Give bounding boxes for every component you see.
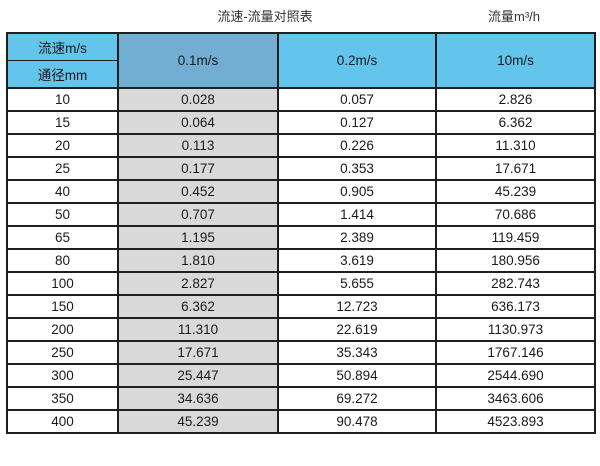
table-row: 65 1.195 2.389 119.459 bbox=[6, 225, 596, 250]
value-cell: 0.353 bbox=[277, 156, 437, 181]
value-cell: 636.173 bbox=[435, 294, 596, 319]
value-cell: 17.671 bbox=[117, 340, 279, 365]
flow-unit-label: 流量m³/h bbox=[488, 9, 541, 24]
value-cell: 70.686 bbox=[435, 202, 596, 227]
value-cell: 69.272 bbox=[277, 386, 437, 411]
value-cell: 17.671 bbox=[435, 156, 596, 181]
value-cell: 1130.973 bbox=[435, 317, 596, 342]
column-header-10ms: 10m/s bbox=[435, 32, 596, 89]
flow-rate-table: 流速m/s 0.1m/s 0.2m/s 10m/s 通径mm 10 0.028 0.… bbox=[6, 32, 596, 434]
value-cell: 6.362 bbox=[117, 294, 279, 319]
table-row: 350 34.636 69.272 3463.606 bbox=[6, 386, 596, 411]
table-row: 15 0.064 0.127 6.362 bbox=[6, 110, 596, 135]
value-cell: 25.447 bbox=[117, 363, 279, 388]
value-cell: 0.057 bbox=[277, 87, 437, 112]
diameter-cell: 150 bbox=[6, 294, 119, 319]
value-cell: 22.619 bbox=[277, 317, 437, 342]
value-cell: 45.239 bbox=[117, 409, 279, 434]
value-cell: 2.827 bbox=[117, 271, 279, 296]
diameter-cell: 300 bbox=[6, 363, 119, 388]
value-cell: 1.810 bbox=[117, 248, 279, 273]
table-row: 40 0.452 0.905 45.239 bbox=[6, 179, 596, 204]
table-row: 100 2.827 5.655 282.743 bbox=[6, 271, 596, 296]
diameter-cell: 65 bbox=[6, 225, 119, 250]
value-cell: 0.452 bbox=[117, 179, 279, 204]
value-cell: 282.743 bbox=[435, 271, 596, 296]
table-row: 400 45.239 90.478 4523.893 bbox=[6, 409, 596, 434]
table-row: 10 0.028 0.057 2.826 bbox=[6, 87, 596, 112]
diameter-cell: 200 bbox=[6, 317, 119, 342]
value-cell: 0.113 bbox=[117, 133, 279, 158]
diameter-cell: 80 bbox=[6, 248, 119, 273]
table-row: 25 0.177 0.353 17.671 bbox=[6, 156, 596, 181]
value-cell: 2.826 bbox=[435, 87, 596, 112]
value-cell: 6.362 bbox=[435, 110, 596, 135]
diameter-cell: 40 bbox=[6, 179, 119, 204]
value-cell: 2544.690 bbox=[435, 363, 596, 388]
value-cell: 1.195 bbox=[117, 225, 279, 250]
table-row: 250 17.671 35.343 1767.146 bbox=[6, 340, 596, 365]
table-row: 150 6.362 12.723 636.173 bbox=[6, 294, 596, 319]
diameter-cell: 50 bbox=[6, 202, 119, 227]
value-cell: 34.636 bbox=[117, 386, 279, 411]
table-row: 20 0.113 0.226 11.310 bbox=[6, 133, 596, 158]
value-cell: 3463.606 bbox=[435, 386, 596, 411]
table-row: 200 11.310 22.619 1130.973 bbox=[6, 317, 596, 342]
diameter-cell: 350 bbox=[6, 386, 119, 411]
diameter-cell: 100 bbox=[6, 271, 119, 296]
value-cell: 0.905 bbox=[277, 179, 437, 204]
value-cell: 4523.893 bbox=[435, 409, 596, 434]
value-cell: 45.239 bbox=[435, 179, 596, 204]
value-cell: 2.389 bbox=[277, 225, 437, 250]
value-cell: 0.177 bbox=[117, 156, 279, 181]
value-cell: 35.343 bbox=[277, 340, 437, 365]
table-header: 流速m/s 0.1m/s 0.2m/s 10m/s 通径mm bbox=[6, 32, 596, 89]
value-cell: 5.655 bbox=[277, 271, 437, 296]
value-cell: 11.310 bbox=[435, 133, 596, 158]
value-cell: 90.478 bbox=[277, 409, 437, 434]
diameter-cell: 15 bbox=[6, 110, 119, 135]
corner-header-diameter: 通径mm bbox=[6, 60, 119, 89]
value-cell: 1.414 bbox=[277, 202, 437, 227]
column-header-0.2ms: 0.2m/s bbox=[277, 32, 437, 89]
value-cell: 1767.146 bbox=[435, 340, 596, 365]
value-cell: 0.028 bbox=[117, 87, 279, 112]
value-cell: 0.707 bbox=[117, 202, 279, 227]
value-cell: 0.064 bbox=[117, 110, 279, 135]
page-title: 流速-流量对照表 bbox=[217, 9, 313, 24]
table-row: 50 0.707 1.414 70.686 bbox=[6, 202, 596, 227]
value-cell: 50.894 bbox=[277, 363, 437, 388]
table-row: 300 25.447 50.894 2544.690 bbox=[6, 363, 596, 388]
diameter-cell: 400 bbox=[6, 409, 119, 434]
value-cell: 3.619 bbox=[277, 248, 437, 273]
diameter-cell: 20 bbox=[6, 133, 119, 158]
value-cell: 180.956 bbox=[435, 248, 596, 273]
diameter-cell: 25 bbox=[6, 156, 119, 181]
value-cell: 12.723 bbox=[277, 294, 437, 319]
value-cell: 0.127 bbox=[277, 110, 437, 135]
table-body: 10 0.028 0.057 2.826 15 0.064 0.127 6.362 20 0.11… bbox=[6, 87, 596, 434]
corner-header-velocity: 流速m/s bbox=[6, 32, 119, 61]
value-cell: 11.310 bbox=[117, 317, 279, 342]
table-row: 80 1.810 3.619 180.956 bbox=[6, 248, 596, 273]
top-titles: 流速-流量对照表 流量m³/h bbox=[0, 0, 600, 30]
diameter-cell: 10 bbox=[6, 87, 119, 112]
value-cell: 119.459 bbox=[435, 225, 596, 250]
column-header-0.1ms: 0.1m/s bbox=[117, 32, 279, 89]
value-cell: 0.226 bbox=[277, 133, 437, 158]
diameter-cell: 250 bbox=[6, 340, 119, 365]
